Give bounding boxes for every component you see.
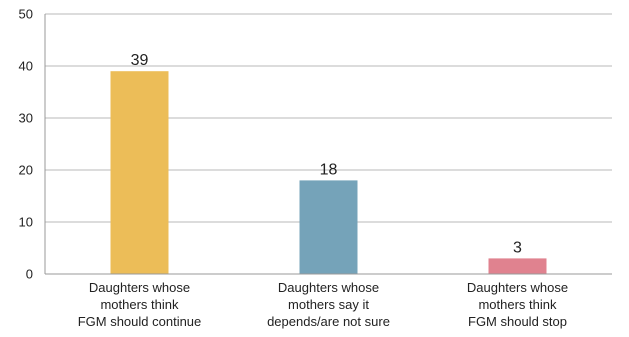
data-label: 39 [131, 52, 149, 69]
y-tick-label: 40 [19, 59, 33, 74]
category-label: depends/are not sure [267, 314, 390, 329]
category-label: FGM should continue [78, 314, 202, 329]
y-tick-label: 0 [26, 267, 33, 282]
category-label: Daughters whose [278, 280, 379, 295]
bar [488, 258, 547, 274]
data-label: 18 [320, 161, 338, 178]
category-label: mothers think [478, 297, 557, 312]
bar [299, 180, 358, 274]
category-label: mothers say it [288, 297, 369, 312]
data-label: 3 [513, 239, 522, 256]
y-tick-label: 20 [19, 163, 33, 178]
category-label: mothers think [100, 297, 179, 312]
bar [110, 71, 169, 274]
category-label: Daughters whose [467, 280, 568, 295]
category-label: FGM should stop [468, 314, 567, 329]
y-tick-label: 50 [19, 7, 33, 22]
category-label: Daughters whose [89, 280, 190, 295]
y-tick-label: 30 [19, 111, 33, 126]
y-tick-label: 10 [19, 215, 33, 230]
